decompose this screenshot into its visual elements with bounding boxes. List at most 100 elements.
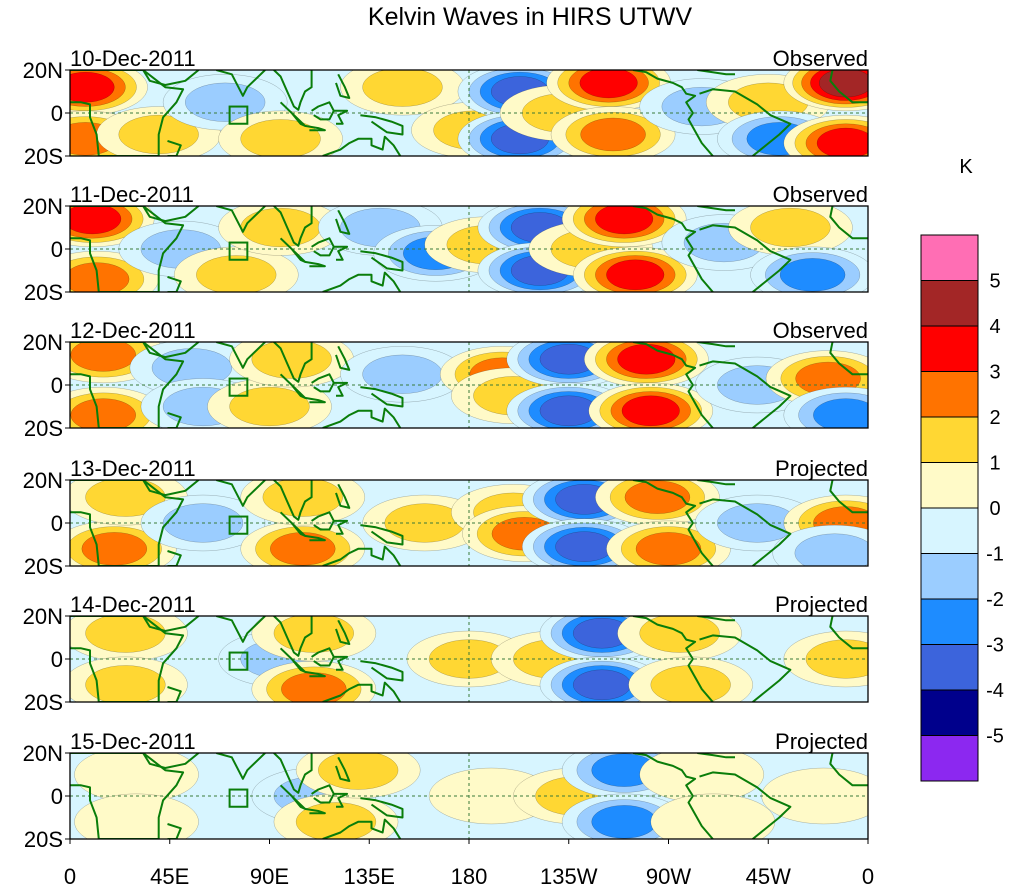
coastline: [228, 788, 249, 808]
coastline: [697, 616, 735, 622]
colorbar-tick-label: -2: [986, 589, 1004, 611]
coastline: [279, 237, 306, 263]
coastline: [70, 70, 185, 156]
coastline: [322, 545, 402, 566]
panels: 20N 0 20S 10-Dec-2011 Observed 20N 0 20S 11-Dec-…: [23, 46, 869, 852]
anomaly-feature: [588, 382, 713, 428]
coastline: [142, 206, 200, 223]
coastline: [829, 206, 868, 240]
contour-band: [621, 395, 680, 427]
contour-band: [639, 753, 764, 803]
coastline: [360, 524, 404, 546]
colorbar-unit: K: [959, 156, 973, 178]
y-tick-label: 20N: [23, 58, 63, 83]
x-tick-label: 0: [862, 864, 874, 887]
coastline: [167, 550, 182, 566]
contour-band: [819, 70, 868, 98]
anomaly-feature: [595, 480, 720, 526]
anomaly-feature: [750, 246, 868, 292]
colorbar-swatch: [920, 644, 979, 691]
coastline: [304, 670, 326, 678]
contour-band: [805, 639, 868, 679]
colorbar-tick-label: 1: [989, 453, 1000, 475]
coastlines: [70, 480, 868, 566]
coastline: [279, 647, 306, 673]
y-tick-label: 0: [51, 784, 63, 809]
colorbar-tick-label: -4: [986, 680, 1004, 702]
anomaly-feature: [70, 656, 188, 702]
colorbar-swatch: [920, 371, 979, 418]
anomaly-feature: [628, 656, 753, 702]
colorbar-swatch: [920, 689, 979, 736]
coastline: [697, 342, 735, 348]
coastlines: [70, 753, 868, 839]
coastline: [167, 275, 182, 292]
plot-area: [70, 480, 868, 566]
coastline: [273, 753, 313, 794]
coastline: [697, 70, 735, 76]
plot-area: [70, 70, 868, 156]
contour-band: [85, 665, 166, 702]
colorbar-swatch: [920, 416, 979, 463]
coastline: [216, 70, 266, 97]
coastline: [322, 135, 402, 156]
coastline: [228, 651, 249, 671]
chart-title: Kelvin Waves in HIRS UTWV: [368, 3, 692, 31]
contour-band: [240, 119, 321, 156]
panel-5: 20N 0 20S 14-Dec-2011 Projected: [23, 592, 869, 715]
panel-date: 10-Dec-2011: [70, 46, 196, 71]
coastline: [70, 616, 185, 702]
contour-band: [579, 70, 638, 99]
coastline: [216, 342, 266, 369]
coastline: [699, 498, 792, 566]
coastline: [322, 407, 402, 428]
colorbar-tick-label: -5: [986, 726, 1004, 748]
coastline: [70, 480, 185, 566]
panel-label: Projected: [775, 456, 868, 481]
contour-band: [650, 793, 776, 839]
y-tick-label: 20N: [23, 741, 63, 766]
colorbar-swatch: [920, 598, 979, 645]
contour-band: [816, 127, 868, 156]
contour-band: [606, 259, 665, 291]
x-tick-label: 45W: [746, 864, 791, 887]
coastline: [632, 480, 714, 566]
coastline: [335, 483, 351, 509]
coastline: [322, 681, 402, 702]
anomaly-feature: [550, 106, 676, 156]
coastline: [360, 386, 404, 408]
colorbar-tick-label: 4: [989, 316, 1000, 338]
coastline: [70, 753, 185, 839]
colorbar-swatch: [920, 462, 979, 509]
coastline: [360, 114, 404, 136]
x-tick-label: 135E: [344, 864, 395, 887]
coastline: [335, 756, 351, 782]
contour-band: [595, 206, 654, 235]
contour-band: [794, 533, 868, 566]
x-tick-label: 90E: [250, 864, 289, 887]
x-tick-label: 135W: [540, 864, 598, 887]
colorbar-tick-label: 5: [989, 271, 1000, 293]
coastline: [273, 616, 313, 657]
coastline: [304, 124, 326, 132]
coastline: [70, 206, 185, 292]
contour-band: [273, 616, 354, 653]
coastline: [322, 818, 402, 839]
coastline: [279, 784, 306, 810]
coastline: [304, 260, 326, 268]
coastline: [216, 753, 266, 780]
y-tick-label: 0: [51, 647, 63, 672]
y-tick-label: 20S: [24, 144, 63, 169]
contour-band: [85, 616, 166, 653]
contour-band: [318, 753, 399, 790]
panel-date: 12-Dec-2011: [70, 318, 196, 343]
coastline: [228, 241, 249, 261]
coastline: [142, 480, 200, 497]
coastline: [360, 660, 404, 682]
colorbar-tick-label: -3: [986, 635, 1004, 657]
anomaly-feature: [340, 70, 465, 116]
coastline: [167, 139, 182, 156]
contour-band: [624, 480, 691, 514]
coastline: [829, 70, 868, 104]
coastline: [228, 105, 249, 125]
